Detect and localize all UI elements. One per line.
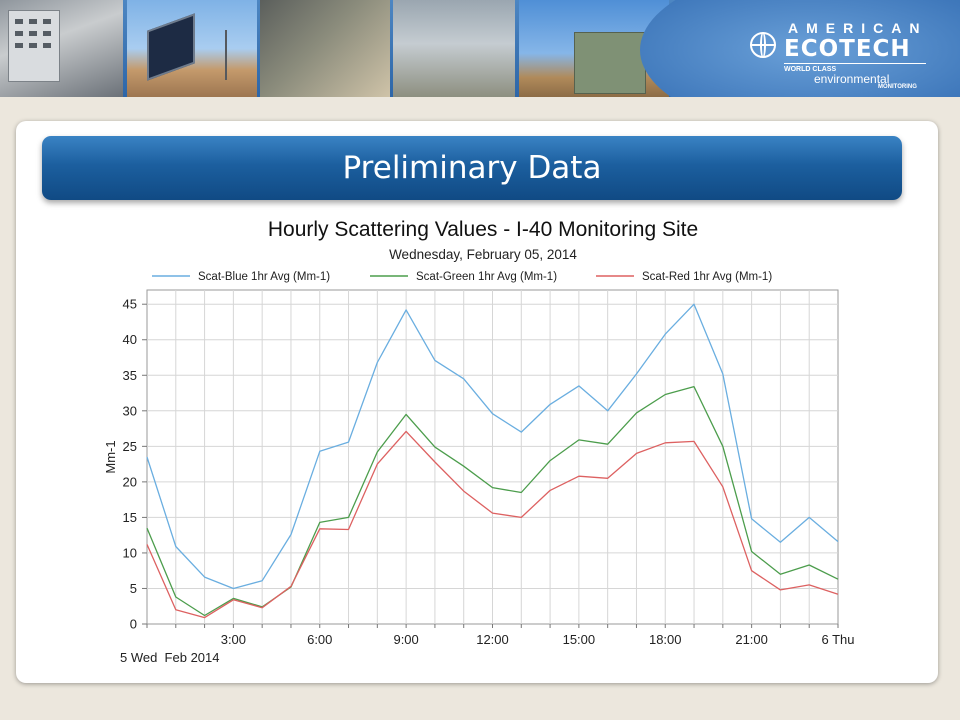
y-tick-label-8: 40 (123, 332, 137, 347)
data-series (146, 303, 839, 619)
x-tick-label-5: 18:00 (649, 632, 682, 647)
y-tick-label-0: 0 (130, 617, 137, 632)
globe-icon (750, 32, 776, 58)
shelter-shape (574, 32, 646, 94)
x-tick-label-7: 6 Thu (821, 632, 854, 647)
chart-title: Hourly Scattering Values - I-40 Monitori… (268, 218, 698, 241)
legend-label-2: Scat-Red 1hr Avg (Mm-1) (642, 271, 772, 283)
y-tick-label-5: 25 (123, 439, 137, 454)
y-axis-label: Mm-1 (103, 440, 118, 473)
banner-swoosh (640, 0, 960, 97)
slide-title: Preliminary Data (342, 150, 602, 186)
banner-photo-instrument-panel (0, 0, 123, 97)
logo-ecotech: ECOTECH (784, 36, 911, 62)
x-tick-label-0: 3:00 (221, 632, 246, 647)
x-tick-label-2: 9:00 (393, 632, 418, 647)
slide-header: Preliminary Data (42, 136, 902, 200)
series-line-2 (146, 430, 839, 619)
mast-shape (225, 30, 227, 80)
chart-legend: Scat-Blue 1hr Avg (Mm-1) Scat-Green 1hr A… (152, 271, 772, 283)
banner-photo-sampler (393, 0, 515, 97)
company-logo: AMERICAN ECOTECH WORLD CLASS environment… (748, 18, 928, 92)
y-tick-label-9: 45 (123, 297, 137, 312)
legend-label-0: Scat-Blue 1hr Avg (Mm-1) (198, 271, 330, 283)
logo-world-class: WORLD CLASS (784, 66, 837, 73)
logo-monitoring: MONITORING (878, 84, 917, 90)
y-tick-label-3: 15 (123, 510, 137, 525)
y-tick-label-6: 30 (123, 403, 137, 418)
y-tick-label-1: 5 (130, 581, 137, 596)
x-axis: 3:00 6:00 9:00 12:00 15:00 18:00 21:00 6 Thu (146, 624, 855, 647)
logo-divider (784, 63, 926, 64)
logo-environmental: environmental (814, 72, 890, 86)
instrument-rack-shape (8, 10, 60, 82)
banner-photo-electronics-work (260, 0, 390, 97)
y-axis: 0 5 10 15 20 25 30 35 40 45 (123, 297, 147, 632)
logo-american: AMERICAN (788, 20, 928, 36)
x-tick-label-3: 12:00 (476, 632, 509, 647)
y-tick-label-2: 10 (123, 545, 137, 560)
banner: AMERICAN ECOTECH WORLD CLASS environment… (0, 0, 960, 97)
banner-photo-solar-station (127, 0, 257, 97)
x-tick-label-4: 15:00 (563, 632, 596, 647)
x-tick-label-6: 21:00 (735, 632, 768, 647)
series-line-0 (146, 303, 839, 590)
x-axis-start-label: 5 Wed Feb 2014 (120, 650, 220, 665)
y-tick-label-7: 35 (123, 368, 137, 383)
y-tick-label-4: 20 (123, 474, 137, 489)
grid-lines (147, 290, 838, 624)
legend-label-1: Scat-Green 1hr Avg (Mm-1) (416, 271, 557, 283)
chart-subtitle: Wednesday, February 05, 2014 (389, 247, 577, 262)
x-tick-label-1: 6:00 (307, 632, 332, 647)
